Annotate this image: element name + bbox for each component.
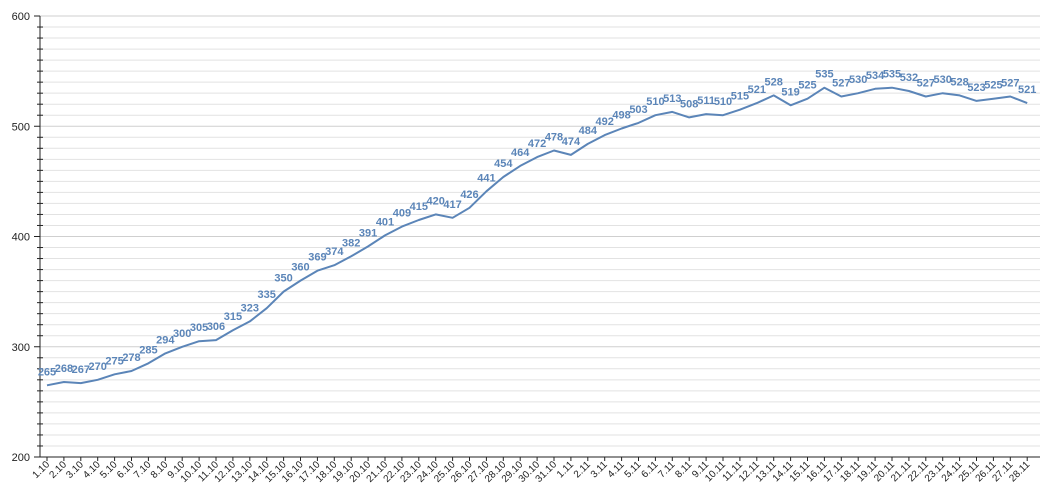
data-label: 270 bbox=[89, 361, 107, 373]
x-tick-label: 1.11 bbox=[555, 459, 576, 480]
data-label: 315 bbox=[224, 311, 242, 323]
data-label: 478 bbox=[545, 132, 563, 144]
x-tick-label: 5.11 bbox=[623, 459, 644, 480]
x-tick-label: 4.10 bbox=[81, 459, 103, 481]
data-label: 484 bbox=[579, 125, 598, 137]
data-label: 472 bbox=[528, 138, 546, 150]
x-tick-label: 4.11 bbox=[606, 459, 627, 480]
data-label: 519 bbox=[781, 86, 799, 98]
data-label: 401 bbox=[376, 216, 394, 228]
y-tick-label: 300 bbox=[12, 342, 30, 354]
data-label: 335 bbox=[258, 289, 276, 301]
series-line-group bbox=[46, 86, 1028, 387]
data-label: 305 bbox=[190, 322, 208, 334]
data-label: 391 bbox=[359, 227, 377, 239]
data-label: 360 bbox=[291, 262, 309, 274]
x-tick-label: 28.11 bbox=[1007, 459, 1032, 484]
data-label: 420 bbox=[427, 195, 445, 207]
x-tick-label: 2.11 bbox=[572, 459, 593, 480]
data-label: 525 bbox=[984, 80, 1002, 92]
series-line bbox=[46, 86, 1028, 387]
data-label: 441 bbox=[477, 172, 495, 184]
data-label: 409 bbox=[393, 208, 411, 220]
data-label: 528 bbox=[950, 76, 968, 88]
data-label: 521 bbox=[1018, 84, 1036, 96]
data-label: 474 bbox=[562, 136, 581, 148]
data-label: 528 bbox=[765, 76, 783, 88]
data-label: 525 bbox=[798, 80, 816, 92]
data-label: 492 bbox=[596, 116, 614, 128]
x-tick-label: 2.10 bbox=[47, 459, 69, 481]
x-tick-label: 6.10 bbox=[115, 459, 137, 481]
data-label: 535 bbox=[883, 69, 901, 81]
data-label: 454 bbox=[494, 158, 513, 170]
data-label: 323 bbox=[241, 302, 259, 314]
data-label: 350 bbox=[274, 273, 292, 285]
x-tick-label: 7.10 bbox=[132, 459, 154, 481]
data-label: 464 bbox=[511, 147, 530, 159]
data-labels: 2652682672702752782852943003053063153233… bbox=[38, 69, 1037, 379]
data-label: 521 bbox=[748, 84, 766, 96]
data-label: 382 bbox=[342, 237, 360, 249]
data-label: 530 bbox=[934, 74, 952, 86]
data-label: 306 bbox=[207, 321, 225, 333]
data-label: 267 bbox=[72, 364, 90, 376]
y-tick-label: 200 bbox=[12, 452, 30, 464]
data-label: 513 bbox=[663, 93, 681, 105]
data-label: 515 bbox=[731, 91, 749, 103]
data-label: 534 bbox=[866, 70, 885, 82]
data-label: 285 bbox=[139, 344, 157, 356]
y-tick-label: 600 bbox=[12, 11, 30, 23]
x-tick-label: 1.10 bbox=[31, 459, 53, 481]
data-label: 268 bbox=[55, 363, 73, 375]
data-label: 278 bbox=[122, 352, 140, 364]
y-tick-label: 400 bbox=[12, 232, 30, 244]
x-tick-label: 7.11 bbox=[656, 459, 677, 480]
data-label: 510 bbox=[714, 96, 732, 108]
x-tick-label: 5.10 bbox=[98, 459, 120, 481]
data-label: 503 bbox=[629, 104, 647, 116]
data-label: 426 bbox=[460, 189, 478, 201]
data-label: 300 bbox=[173, 328, 191, 340]
data-label: 527 bbox=[832, 77, 850, 89]
data-label: 510 bbox=[646, 96, 664, 108]
grid-lines bbox=[40, 15, 1040, 458]
x-tick-label: 3.10 bbox=[64, 459, 86, 481]
data-label: 294 bbox=[156, 334, 175, 346]
data-label: 417 bbox=[443, 199, 461, 211]
data-label: 527 bbox=[917, 77, 935, 89]
data-label: 369 bbox=[308, 252, 326, 264]
data-label: 415 bbox=[410, 201, 428, 213]
x-tick-label: 8.10 bbox=[149, 459, 171, 481]
x-tick-label: 8.11 bbox=[673, 459, 694, 480]
data-label: 498 bbox=[612, 109, 630, 121]
data-label: 527 bbox=[1001, 77, 1019, 89]
data-label: 265 bbox=[38, 366, 56, 378]
x-tick-label: 3.11 bbox=[589, 459, 610, 480]
data-label: 508 bbox=[680, 98, 698, 110]
x-tick-label: 6.11 bbox=[639, 459, 660, 480]
data-label: 511 bbox=[697, 95, 715, 107]
data-label: 532 bbox=[900, 72, 918, 84]
data-label: 530 bbox=[849, 74, 867, 86]
y-tick-label: 500 bbox=[12, 121, 30, 133]
data-label: 523 bbox=[967, 82, 985, 94]
data-label: 374 bbox=[325, 246, 344, 258]
data-label: 535 bbox=[815, 69, 833, 81]
data-label: 275 bbox=[105, 355, 123, 367]
